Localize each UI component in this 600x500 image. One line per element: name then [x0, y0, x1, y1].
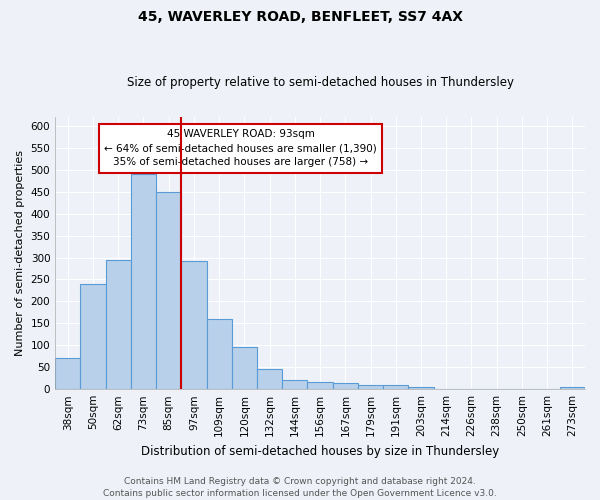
Bar — [307, 382, 332, 389]
Bar — [232, 348, 257, 389]
Y-axis label: Number of semi-detached properties: Number of semi-detached properties — [15, 150, 25, 356]
Bar — [282, 380, 307, 389]
Bar — [358, 385, 383, 389]
Bar — [131, 174, 156, 389]
Bar — [332, 383, 358, 389]
Bar — [181, 260, 206, 389]
Bar — [206, 319, 232, 389]
X-axis label: Distribution of semi-detached houses by size in Thundersley: Distribution of semi-detached houses by … — [141, 444, 499, 458]
Title: Size of property relative to semi-detached houses in Thundersley: Size of property relative to semi-detach… — [127, 76, 514, 90]
Text: Contains HM Land Registry data © Crown copyright and database right 2024.
Contai: Contains HM Land Registry data © Crown c… — [103, 476, 497, 498]
Bar — [55, 358, 80, 389]
Bar — [409, 387, 434, 389]
Bar — [80, 284, 106, 389]
Bar — [257, 368, 282, 389]
Bar — [560, 387, 585, 389]
Text: 45 WAVERLEY ROAD: 93sqm
← 64% of semi-detached houses are smaller (1,390)
35% of: 45 WAVERLEY ROAD: 93sqm ← 64% of semi-de… — [104, 130, 377, 168]
Bar — [156, 192, 181, 389]
Bar — [106, 260, 131, 389]
Text: 45, WAVERLEY ROAD, BENFLEET, SS7 4AX: 45, WAVERLEY ROAD, BENFLEET, SS7 4AX — [137, 10, 463, 24]
Bar — [383, 385, 409, 389]
